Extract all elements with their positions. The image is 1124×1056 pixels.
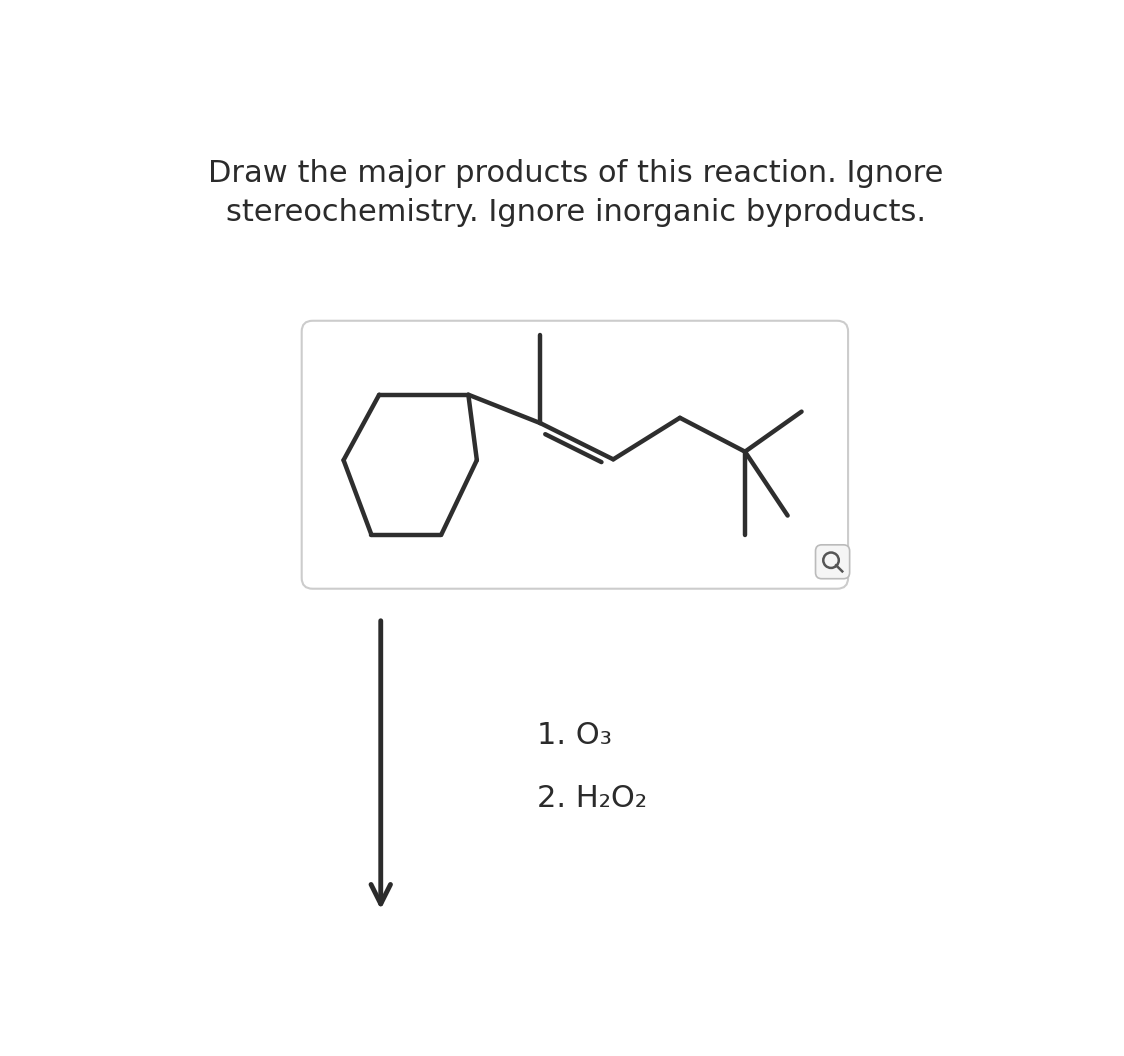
Text: stereochemistry. Ignore inorganic byproducts.: stereochemistry. Ignore inorganic byprod…	[226, 197, 926, 227]
Text: 1. O₃: 1. O₃	[537, 720, 613, 750]
FancyBboxPatch shape	[816, 545, 850, 579]
Text: 2. H₂O₂: 2. H₂O₂	[537, 784, 647, 813]
FancyBboxPatch shape	[301, 321, 849, 589]
Text: Draw the major products of this reaction. Ignore: Draw the major products of this reaction…	[208, 159, 944, 188]
